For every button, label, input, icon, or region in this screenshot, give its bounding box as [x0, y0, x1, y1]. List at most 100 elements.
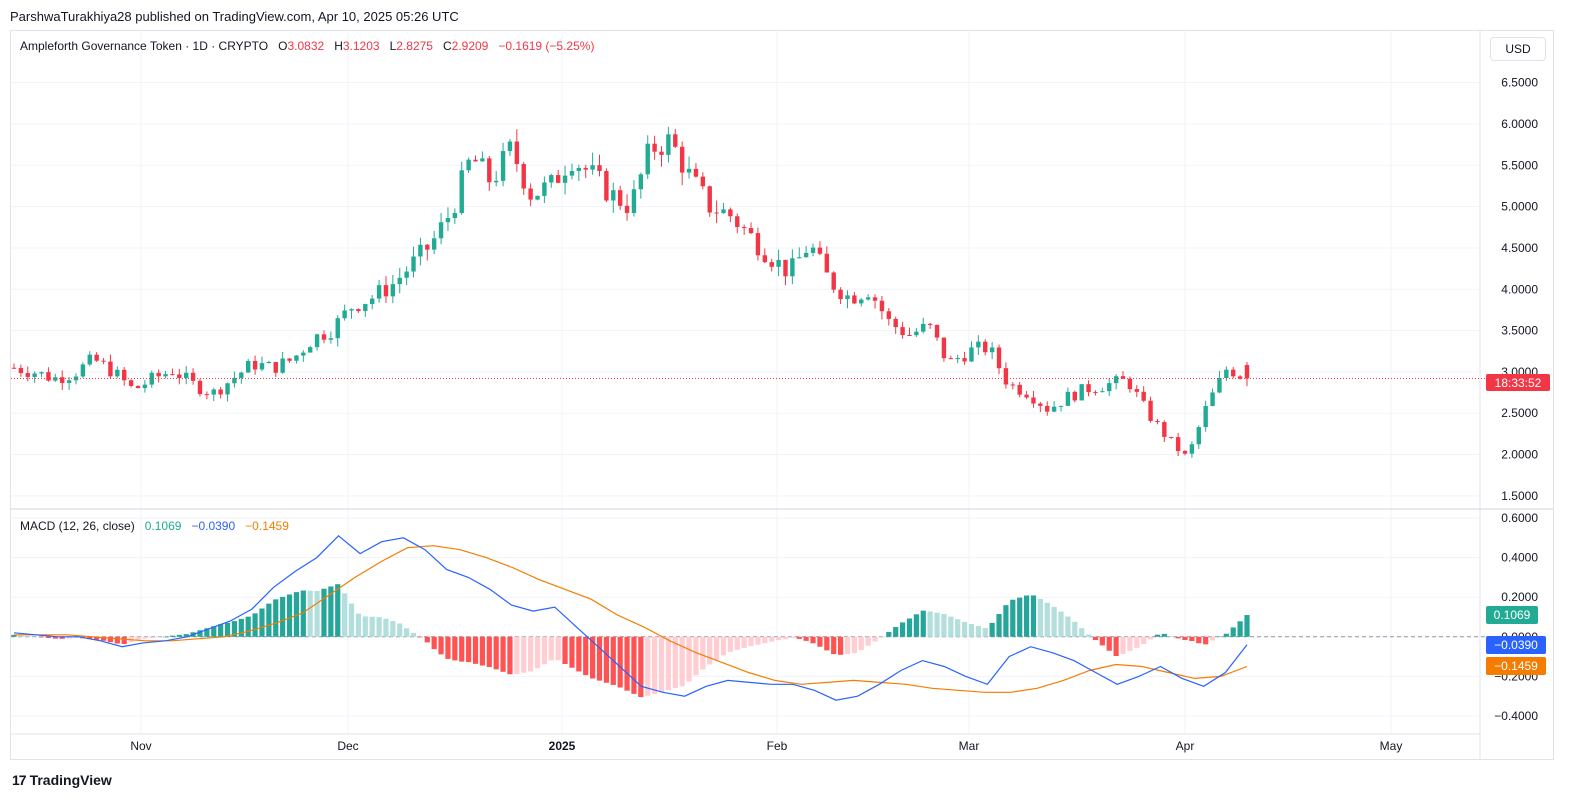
candle-body	[25, 373, 30, 377]
candle-body	[39, 372, 44, 374]
candle-body	[204, 394, 210, 396]
candle-body	[886, 311, 892, 319]
histogram-bar	[300, 590, 306, 637]
currency-button[interactable]: USD	[1490, 37, 1546, 61]
histogram-bar	[1189, 636, 1195, 641]
candle-body	[280, 358, 285, 373]
histogram-bar	[603, 636, 609, 683]
candle-body	[101, 360, 106, 362]
macd-signal-badge-text: −0.1459	[1494, 659, 1538, 673]
footer-brand[interactable]: 17 TradingView	[12, 772, 112, 788]
histogram-bar	[1244, 615, 1250, 637]
candle-body	[907, 335, 912, 337]
candle-body	[1093, 392, 1098, 394]
candle-body	[838, 289, 843, 300]
histogram-bar	[1051, 606, 1057, 637]
histogram-bar	[479, 636, 486, 666]
price-axis-labels: 6.5000 6.0000 5.5000 5.0000 4.5000 4.0000 3.50…	[1501, 76, 1538, 503]
histogram-bar	[1230, 627, 1236, 637]
candle-body	[273, 361, 278, 373]
candle-body	[542, 182, 547, 196]
histogram-bar	[149, 636, 155, 639]
histogram-bar	[541, 636, 547, 665]
candle-body	[721, 209, 726, 214]
candle-body	[466, 159, 471, 171]
histogram-bar	[1044, 602, 1050, 637]
histogram-bar	[989, 622, 995, 637]
candle-body	[53, 377, 58, 381]
histogram-bar	[762, 636, 768, 644]
histogram-bar	[961, 621, 968, 637]
histogram-bar	[748, 636, 754, 647]
histogram-bar	[534, 636, 541, 669]
macd-line-value: −0.0390	[191, 519, 236, 533]
candle-body	[976, 341, 981, 348]
candle-body	[1203, 406, 1208, 428]
symbol-title: Ampleforth Governance Token · 1D · CRYPT…	[20, 39, 269, 53]
candle-body	[1038, 403, 1043, 406]
candle-body	[328, 338, 334, 340]
histogram-bar	[73, 636, 79, 639]
histogram-bar	[899, 622, 906, 637]
macd-hist-badge	[1486, 606, 1538, 624]
histogram-bar	[438, 636, 444, 655]
candle-body	[1051, 406, 1057, 412]
candle-body	[266, 361, 272, 364]
histogram-bar	[121, 636, 127, 644]
candle-body	[301, 352, 306, 356]
candle-body	[1072, 391, 1077, 401]
candle-body	[631, 189, 637, 213]
histogram-bar	[314, 590, 320, 637]
candle-body	[431, 238, 437, 250]
histogram-bar	[500, 636, 506, 672]
histogram-bar	[1154, 634, 1161, 637]
histogram-bar	[459, 636, 465, 662]
candle-body	[197, 380, 203, 395]
macd-line-badge	[1486, 636, 1546, 654]
candle-body	[859, 299, 864, 304]
candle-body	[480, 158, 485, 162]
histogram-bar	[431, 636, 437, 650]
histogram-bar	[362, 616, 368, 637]
histogram-bar	[707, 636, 713, 665]
macd-title: MACD (12, 26, close)	[20, 519, 135, 533]
histogram-bar	[996, 614, 1002, 637]
histogram-bar	[569, 636, 575, 668]
candle-body	[94, 354, 99, 361]
histogram-bar	[1203, 636, 1209, 645]
price-tick-label: 6.5000	[1501, 76, 1538, 90]
histogram-bar	[624, 636, 630, 691]
macd-signal-value: −0.1459	[245, 519, 289, 533]
candle-body	[335, 318, 340, 339]
candle-body	[569, 171, 575, 176]
macd-tick-label: 0.6000	[1501, 511, 1538, 525]
candle-body	[397, 277, 402, 285]
price-tick-label: 5.5000	[1501, 158, 1538, 172]
histogram-bar	[576, 636, 582, 672]
histogram-bar	[245, 616, 251, 637]
price-tick-label: 3.5000	[1501, 324, 1538, 338]
histogram-bar	[466, 636, 472, 663]
candle-body	[1155, 420, 1160, 423]
histogram-bar	[355, 613, 362, 637]
candle-body	[555, 175, 561, 183]
candle-body	[845, 295, 850, 300]
candle-body	[783, 259, 788, 277]
histogram-bar	[286, 594, 293, 637]
candle-body	[135, 385, 141, 389]
candle-body	[921, 323, 926, 332]
histogram-bar	[493, 636, 499, 670]
histogram-bar	[169, 635, 176, 637]
histogram-bar	[1113, 636, 1119, 656]
histogram-bar	[1017, 597, 1023, 637]
candle-body	[969, 347, 974, 362]
histogram-bar	[720, 636, 727, 656]
candle-body	[46, 372, 51, 381]
histogram-bar	[810, 636, 816, 644]
histogram-bar	[1237, 621, 1243, 637]
histogram-bar	[1058, 611, 1064, 637]
histogram-bar	[617, 636, 623, 688]
histogram-bar	[645, 636, 651, 696]
histogram-bar	[1223, 633, 1229, 637]
